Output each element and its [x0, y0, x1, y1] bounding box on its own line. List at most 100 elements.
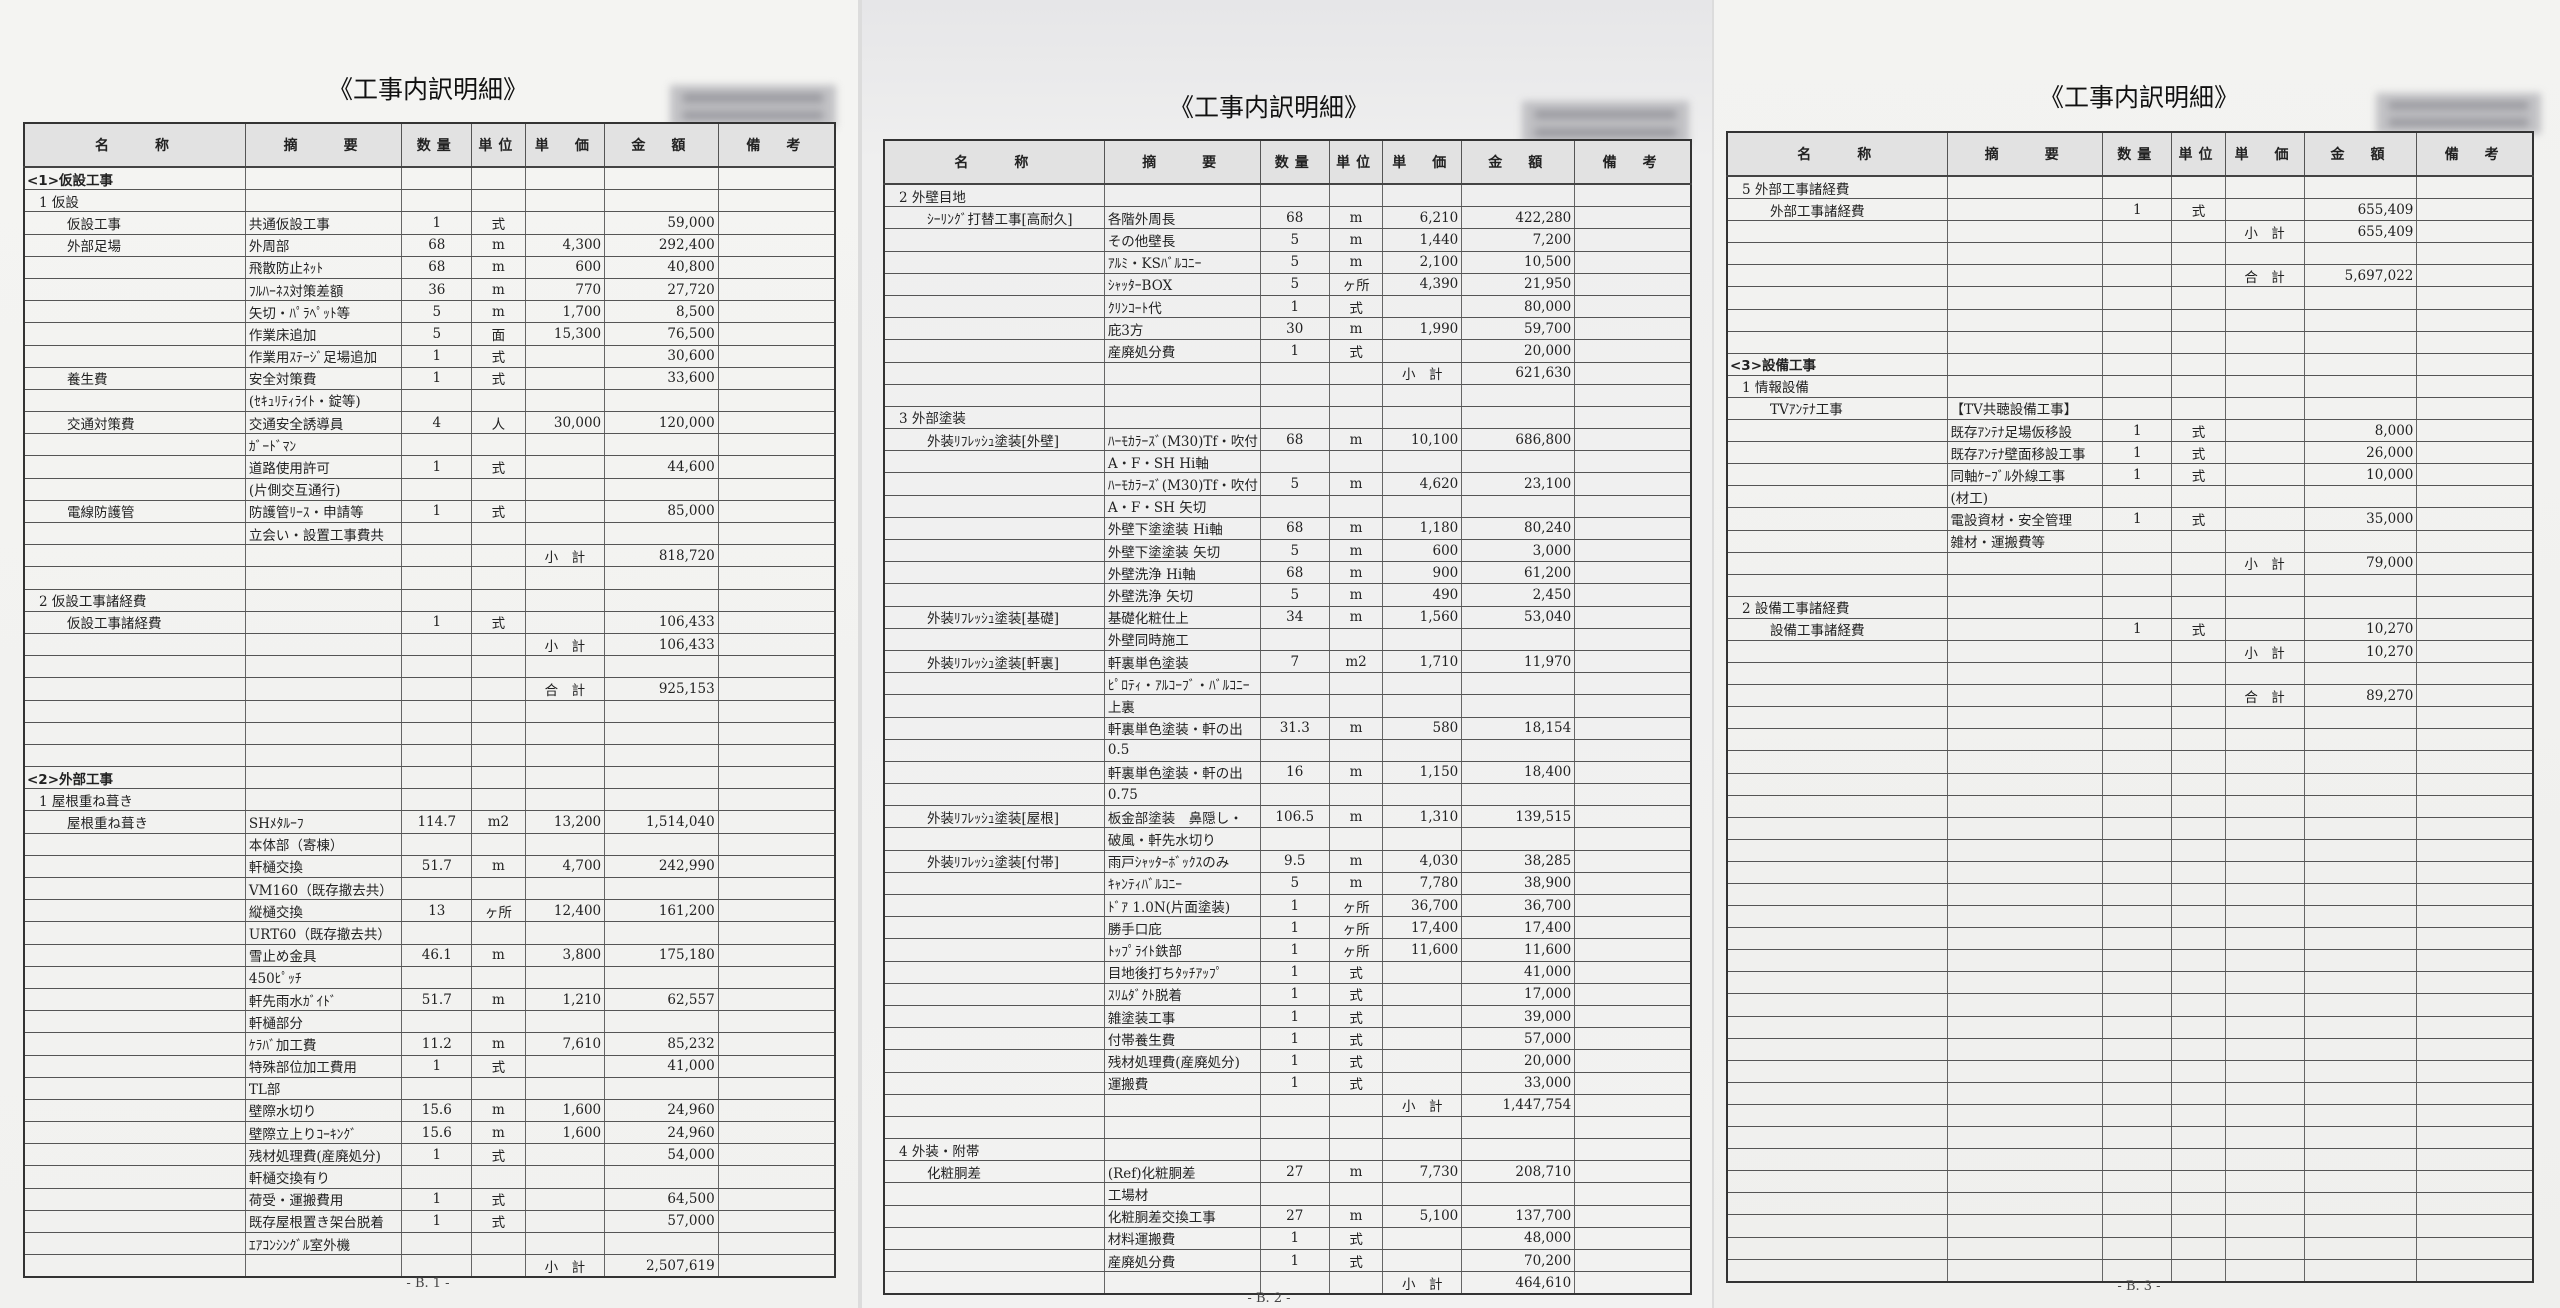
quantity-cell: 5	[1259, 251, 1330, 274]
blank-row	[883, 1116, 1692, 1140]
unit-price-cell	[524, 1188, 606, 1211]
name-cell	[1726, 530, 1948, 553]
name-cell: <2>外部工事	[23, 766, 246, 790]
summary-cell: 産廃処分費	[1103, 339, 1261, 363]
unit-cell: m	[471, 278, 526, 302]
quantity-cell	[2102, 993, 2173, 1017]
amount-cell	[2303, 1192, 2418, 1216]
amount-cell: 925,153	[604, 677, 719, 701]
summary-cell	[1946, 795, 2104, 818]
unit-cell: m	[1328, 850, 1384, 873]
amount-cell: 242,990	[604, 855, 719, 879]
name-cell	[883, 872, 1105, 896]
quantity-cell	[2102, 839, 2173, 862]
name-cell	[23, 633, 246, 657]
summary-cell	[1946, 1038, 2104, 1061]
unit-cell: m	[1328, 517, 1384, 541]
summary-cell	[1103, 406, 1261, 430]
unit-cell: 式	[2171, 419, 2226, 443]
column-header: 備 考	[1574, 139, 1692, 185]
summary-cell	[1946, 1016, 2104, 1039]
table-row: 既存屋根置き架台脱着 1 式 57,000	[23, 1210, 836, 1234]
table-row: 外装ﾘﾌﾚｯｼｭ塗装[軒裏] 軒裏単色塗装 7 m2 1,710 11,970	[883, 650, 1692, 674]
quantity-cell	[1259, 783, 1330, 807]
name-cell: 化粧胴差	[883, 1160, 1105, 1184]
remarks-cell	[1574, 783, 1692, 807]
summary-cell: ｴｱｺﾝｼﾝｸﾞﾙ室外機	[244, 1232, 403, 1256]
quantity-cell	[401, 633, 473, 657]
table-row: 縦樋交換 13 ヶ所 12,400 161,200	[23, 899, 836, 923]
table-row: 外装ﾘﾌﾚｯｼｭ塗装[基礎] 基礎化粧仕上 34 m 1,560 53,040	[883, 606, 1692, 629]
summary-cell	[1946, 817, 2104, 840]
name-cell	[23, 877, 246, 901]
remarks-cell	[2416, 949, 2534, 973]
summary-cell	[1946, 773, 2104, 796]
amount-cell	[2303, 1237, 2418, 1260]
name-cell	[883, 450, 1105, 474]
name-cell	[1726, 662, 1948, 686]
redacted-company-stamp	[2376, 93, 2541, 134]
quantity-cell	[2102, 1214, 2173, 1238]
unit-cell	[2171, 176, 2226, 200]
name-cell	[1726, 927, 1948, 951]
name-cell	[23, 522, 246, 546]
quantity-cell	[401, 522, 473, 546]
unit-cell	[2171, 927, 2226, 951]
name-cell	[1726, 1192, 1948, 1216]
name-cell	[1726, 331, 1948, 354]
remarks-cell	[2416, 861, 2534, 885]
unit-price-cell	[2224, 1016, 2305, 1039]
unit-cell	[471, 1010, 526, 1034]
remarks-cell	[717, 988, 836, 1012]
amount-cell	[2303, 574, 2418, 597]
quantity-cell	[2102, 176, 2173, 200]
summary-cell: 0.5	[1103, 739, 1261, 762]
amount-cell	[604, 1165, 719, 1189]
remarks-cell	[1574, 606, 1692, 629]
amount-cell	[604, 589, 719, 612]
amount-cell	[1461, 672, 1576, 696]
table-row: 外部工事諸経費 1 式 655,409	[1726, 198, 2534, 222]
summary-cell: 外壁下塗塗装 矢切	[1103, 539, 1261, 563]
remarks-cell	[717, 278, 836, 302]
blank-row	[23, 655, 836, 679]
quantity-cell	[2102, 773, 2173, 796]
unit-price-cell	[2224, 971, 2305, 995]
table-row: 軒裏単色塗装・軒の出 16 m 1,150 18,400	[883, 761, 1692, 785]
column-header: 名 称	[1726, 131, 1948, 177]
summary-cell: 0.75	[1103, 783, 1261, 807]
remarks-cell	[717, 633, 836, 657]
unit-cell	[1328, 406, 1384, 430]
quantity-cell	[401, 1232, 473, 1256]
remarks-cell	[2416, 331, 2534, 354]
amount-cell: 175,180	[604, 944, 719, 967]
remarks-cell	[717, 1121, 836, 1145]
unit-cell	[2171, 905, 2226, 929]
quantity-cell: 1	[401, 611, 473, 634]
unit-price-cell	[1382, 184, 1463, 208]
unit-cell	[2171, 750, 2226, 774]
summary-cell	[1946, 1126, 2104, 1150]
unit-price-cell: 小 計	[524, 544, 606, 568]
unit-cell	[2171, 861, 2226, 885]
amount-cell	[2303, 817, 2418, 840]
remarks-cell	[2416, 441, 2534, 465]
name-cell	[883, 583, 1105, 607]
blank-row	[1726, 1104, 2534, 1128]
amount-cell	[2303, 1214, 2418, 1238]
amount-cell: 27,720	[604, 278, 719, 302]
remarks-cell	[2416, 1038, 2534, 1061]
table-row: 残材処理費(産廃処分) 1 式 54,000	[23, 1143, 836, 1167]
name-cell: 屋根重ね葺き	[23, 810, 246, 834]
remarks-cell	[2416, 662, 2534, 686]
amount-cell: 38,900	[1461, 872, 1576, 896]
remarks-cell	[1574, 362, 1692, 385]
summary-cell: 既存ｱﾝﾃﾅ足場仮移設	[1946, 419, 2104, 443]
quantity-cell: 7	[1259, 650, 1330, 674]
table-row: 残材処理費(産廃処分) 1 式 20,000	[883, 1049, 1692, 1073]
blank-row	[23, 700, 836, 723]
name-cell	[883, 228, 1105, 252]
name-cell	[883, 1227, 1105, 1251]
summary-cell: 壁際水切り	[244, 1099, 403, 1123]
